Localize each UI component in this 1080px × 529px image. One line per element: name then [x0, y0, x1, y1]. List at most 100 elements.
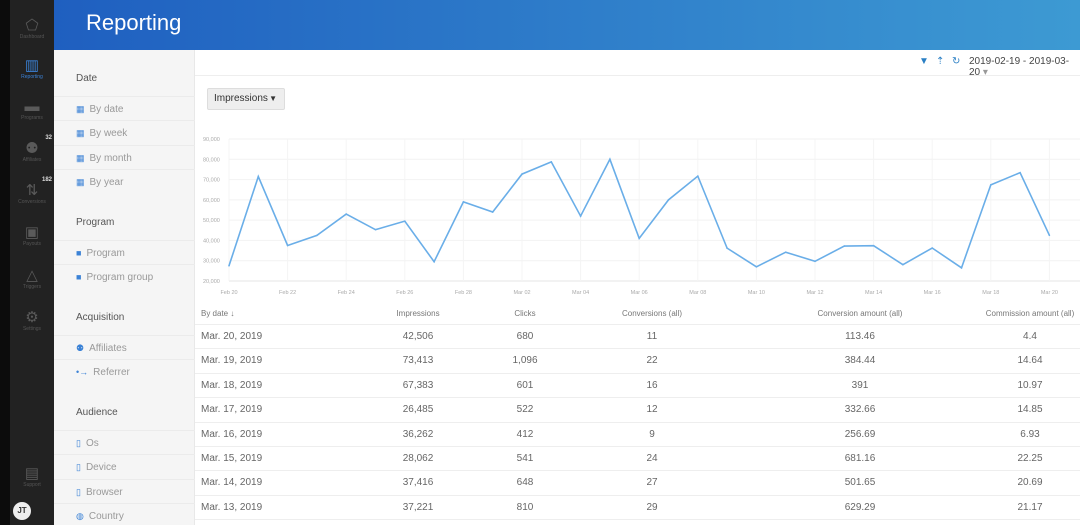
- sidebar-item-os[interactable]: ▯ Os: [54, 430, 195, 454]
- sidebar-item-by-month[interactable]: ▦ By month: [54, 144, 195, 169]
- sidebar-item-program-group[interactable]: ■ Program group: [54, 264, 195, 288]
- avatar[interactable]: JT: [13, 502, 31, 520]
- y-tick-label: 70,000: [203, 178, 220, 184]
- data-point: [286, 244, 289, 247]
- table-row: Mar. 17, 2019 26,485 522 12 332.66 14.85: [195, 398, 1080, 423]
- section-title: Date: [76, 73, 98, 84]
- sidebar-item-by-week[interactable]: ▦ By week: [54, 120, 195, 144]
- cell[interactable]: Conversions (all): [621, 309, 683, 318]
- filter-icon[interactable]: ▼: [919, 56, 929, 67]
- metric-select[interactable]: Impressions ▼: [207, 88, 285, 110]
- cell: 26,485: [402, 404, 434, 416]
- cell: 332.66: [844, 404, 876, 416]
- nav-item-triggers[interactable]: △ Triggers: [10, 268, 54, 291]
- sidebar-item-country[interactable]: ◍ Country: [54, 502, 195, 527]
- cell: 37,221: [402, 501, 434, 513]
- cell[interactable]: Clicks: [514, 309, 536, 318]
- table-row: Mar. 18, 2019 67,383 601 16 391 10.97: [195, 374, 1080, 399]
- x-tick-label: Mar 20: [1041, 290, 1058, 296]
- nav-item-conversions[interactable]: ⇅ Conversions 182: [10, 177, 54, 205]
- refresh-icon[interactable]: ↻: [952, 56, 961, 67]
- data-point: [374, 228, 377, 231]
- cell[interactable]: Commission amount (all): [985, 309, 1075, 318]
- cell: Mar. 15, 2019: [201, 452, 263, 464]
- item-icon: ▦: [76, 152, 85, 163]
- cell: 20.69: [1017, 477, 1043, 489]
- data-point: [638, 237, 640, 240]
- item-icon: ⚉: [76, 343, 85, 353]
- data-point: [784, 251, 787, 253]
- support-icon: ▤: [24, 465, 40, 482]
- data-point: [550, 161, 553, 163]
- chevron-down-icon: ▾: [982, 67, 988, 78]
- cell[interactable]: Impressions: [396, 309, 440, 318]
- cell: 113.46: [845, 331, 875, 342]
- item-icon: ▯: [76, 438, 81, 448]
- data-point: [1048, 234, 1051, 237]
- date-range-picker[interactable]: 2019-02-19 - 2019-03-20 ▾: [969, 56, 1080, 78]
- table-row: Mar. 14, 2019 37,416 648 27 501.65 20.69: [195, 471, 1080, 496]
- nav-item-dashboard[interactable]: ⬠ Dashboard: [10, 18, 54, 41]
- item-label: Browser: [85, 486, 123, 498]
- cell: 14.85: [1017, 404, 1043, 416]
- sidebar-item-referrer[interactable]: •→ Referrer: [54, 359, 195, 383]
- nav-badge: 32: [45, 135, 52, 141]
- sidebar-item-device[interactable]: ▯ Device: [54, 454, 195, 478]
- users-icon: ⚉: [25, 140, 39, 157]
- nav-item-affiliates[interactable]: ⚉ Affiliates 32: [10, 135, 54, 163]
- y-tick-label: 90,000: [203, 137, 220, 143]
- nav-item-reporting[interactable]: ▥ Reporting: [10, 58, 54, 81]
- sidebar-item-affiliates[interactable]: ⚉ Affiliates: [54, 335, 195, 359]
- nav-label: Programs: [21, 115, 43, 121]
- cell: 1,096: [512, 355, 538, 367]
- data-point: [491, 211, 494, 213]
- cell: 680: [516, 331, 534, 342]
- x-tick-label: Mar 16: [924, 290, 941, 296]
- sidebar-item-browser[interactable]: ▯ Browser: [54, 478, 195, 503]
- arrows-up-down-icon: ⇅: [25, 182, 39, 199]
- table-header: By date ↓ Impressions Clicks Conversions (a…: [195, 302, 1080, 325]
- x-tick-label: Feb 28: [455, 290, 472, 296]
- cell: 810: [516, 501, 534, 513]
- sidebar-item-program[interactable]: ■ Program: [54, 240, 195, 264]
- data-point: [1019, 171, 1021, 174]
- export-icon[interactable]: ⇡: [936, 56, 945, 67]
- nav-item-programs[interactable]: ▬ Programs: [10, 99, 54, 122]
- page-header: Reporting: [54, 0, 1080, 50]
- x-tick-label: Mar 10: [748, 290, 765, 296]
- cell: 37,416: [402, 477, 434, 489]
- sidebar-item-by-year[interactable]: ▦ By year: [54, 168, 195, 193]
- page-title: Reporting: [86, 10, 182, 35]
- cell: 541: [516, 452, 534, 464]
- x-tick-label: Mar 02: [513, 290, 530, 296]
- item-icon: ■: [76, 272, 82, 283]
- data-point: [931, 247, 933, 249]
- item-label: Referrer: [93, 367, 130, 379]
- nav-label: Reporting: [21, 74, 43, 80]
- cell: 648: [516, 477, 534, 489]
- cell: 6.93: [1020, 428, 1040, 440]
- item-icon: ▯: [76, 486, 81, 497]
- nav-badge: 182: [41, 177, 52, 183]
- nav-item-support[interactable]: ▤ Support: [10, 465, 54, 489]
- data-point: [872, 244, 875, 247]
- cell[interactable]: By date ↓: [201, 309, 235, 318]
- y-tick-label: 60,000: [203, 198, 220, 204]
- data-point: [667, 199, 670, 201]
- cell: 12: [646, 404, 658, 416]
- y-tick-label: 30,000: [203, 259, 220, 265]
- nav-item-settings[interactable]: ⚙ Settings: [10, 310, 54, 333]
- cell: 28,062: [402, 452, 434, 464]
- cell: 629.29: [844, 501, 876, 513]
- data-point: [697, 175, 699, 177]
- sidebar-item-by-date[interactable]: ▦ By date: [54, 96, 195, 120]
- x-tick-label: Mar 14: [865, 290, 882, 296]
- cell: Mar. 18, 2019: [201, 379, 263, 391]
- cell: 4.4: [1023, 331, 1037, 342]
- cell: 9: [649, 428, 655, 440]
- nav-item-payouts[interactable]: ▣ Payouts: [10, 225, 54, 248]
- table-row: Mar. 15, 2019 28,062 541 24 681.16 22.25: [195, 447, 1080, 472]
- cell: Mar. 14, 2019: [201, 477, 263, 489]
- cell[interactable]: Conversion amount (all): [817, 309, 903, 318]
- window-edge: [0, 0, 10, 525]
